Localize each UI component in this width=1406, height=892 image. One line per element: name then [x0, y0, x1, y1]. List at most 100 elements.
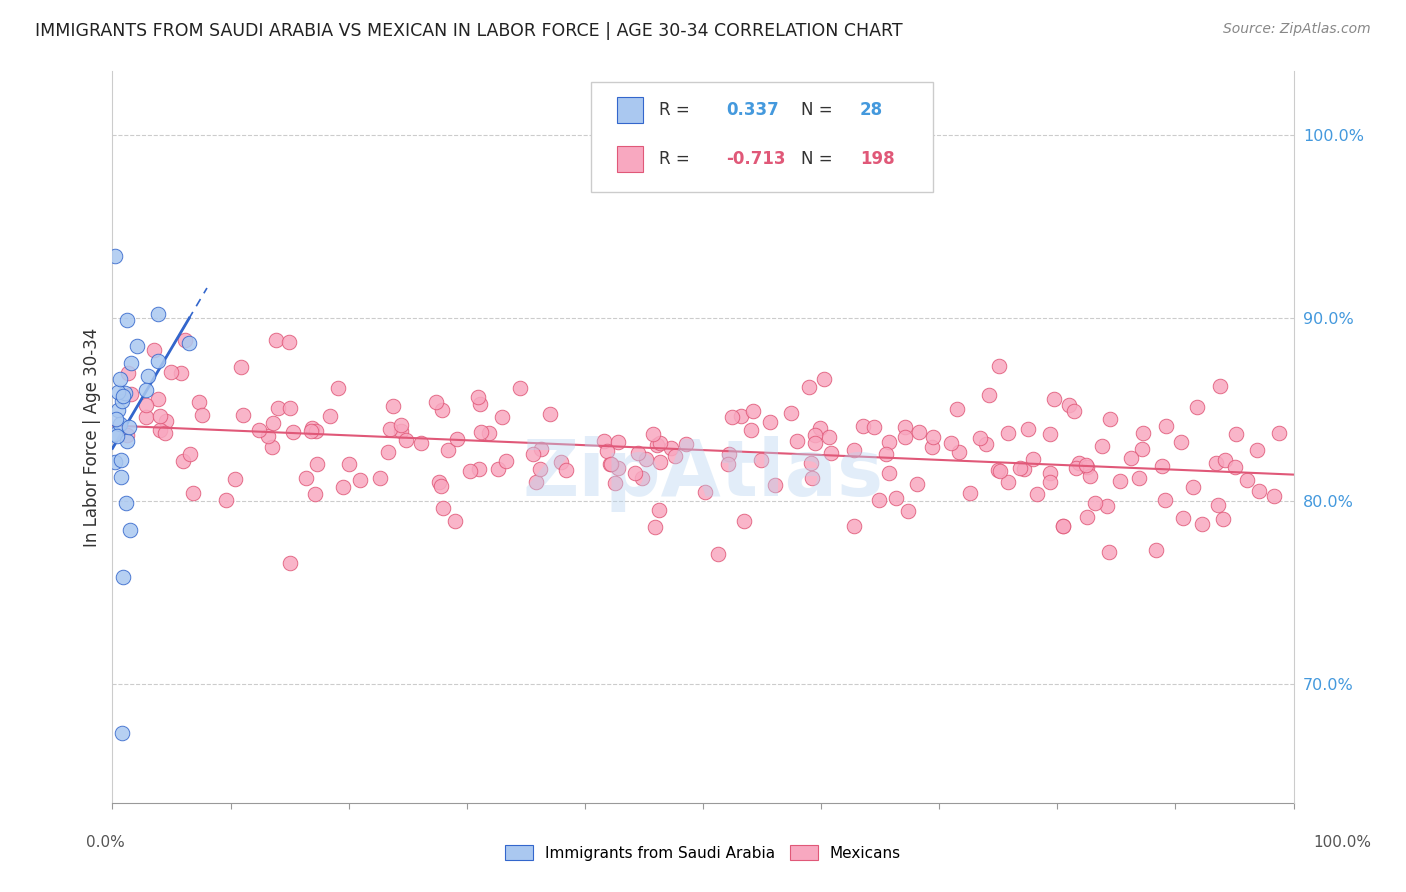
- Text: R =: R =: [659, 101, 690, 120]
- Point: [436, 443, 458, 458]
- Point: [267, 401, 290, 415]
- FancyBboxPatch shape: [591, 82, 934, 192]
- Point: [1022, 451, 1045, 466]
- Point: [304, 487, 326, 501]
- Point: [759, 415, 782, 429]
- Point: [797, 380, 820, 394]
- Point: [645, 438, 668, 452]
- Text: -0.713: -0.713: [727, 150, 786, 168]
- Point: [1052, 519, 1074, 533]
- Point: [215, 493, 238, 508]
- Point: [1185, 400, 1208, 414]
- Point: [643, 427, 665, 442]
- Point: [1064, 460, 1087, 475]
- Text: 100.0%: 100.0%: [1313, 836, 1372, 850]
- Point: [1025, 487, 1047, 501]
- Point: [1128, 471, 1150, 485]
- Point: [707, 547, 730, 561]
- Point: [143, 343, 166, 357]
- Point: [277, 334, 299, 349]
- Point: [1091, 440, 1114, 454]
- Point: [495, 453, 517, 467]
- Point: [730, 409, 752, 423]
- Point: [155, 414, 177, 428]
- Point: [863, 420, 886, 434]
- Point: [1205, 456, 1227, 470]
- Point: [529, 462, 551, 476]
- Point: [305, 457, 328, 471]
- Point: [896, 504, 918, 518]
- Point: [470, 425, 492, 439]
- Point: [844, 442, 866, 457]
- Text: N =: N =: [801, 150, 832, 168]
- Point: [262, 416, 284, 430]
- Point: [294, 471, 316, 485]
- Point: [644, 520, 666, 534]
- Point: [115, 434, 138, 448]
- Point: [389, 424, 412, 438]
- Point: [104, 248, 127, 262]
- Point: [554, 463, 576, 477]
- Point: [733, 514, 755, 528]
- Point: [634, 451, 657, 466]
- Point: [249, 423, 271, 437]
- Point: [1121, 450, 1143, 465]
- Point: [1150, 458, 1173, 473]
- Point: [278, 401, 301, 415]
- Point: [135, 383, 157, 397]
- Point: [1084, 496, 1107, 510]
- Point: [1095, 500, 1118, 514]
- Point: [1074, 458, 1097, 472]
- Point: [153, 426, 176, 441]
- Point: [112, 389, 135, 403]
- Point: [349, 473, 371, 487]
- Point: [430, 403, 453, 417]
- Point: [804, 436, 827, 450]
- Point: [1144, 543, 1167, 558]
- Point: [111, 393, 134, 408]
- Point: [105, 429, 128, 443]
- Point: [979, 387, 1001, 401]
- Point: [592, 434, 614, 449]
- Text: 0.0%: 0.0%: [86, 836, 125, 850]
- Text: IMMIGRANTS FROM SAUDI ARABIA VS MEXICAN IN LABOR FORCE | AGE 30-34 CORRELATION C: IMMIGRANTS FROM SAUDI ARABIA VS MEXICAN …: [35, 22, 903, 40]
- Point: [969, 431, 991, 445]
- Point: [509, 381, 531, 395]
- Point: [988, 359, 1011, 373]
- Point: [922, 429, 945, 443]
- Point: [1213, 453, 1236, 467]
- Point: [1076, 510, 1098, 524]
- Point: [169, 366, 191, 380]
- Point: [409, 436, 432, 450]
- Point: [524, 475, 547, 490]
- Point: [117, 366, 139, 380]
- Point: [136, 369, 159, 384]
- Y-axis label: In Labor Force | Age 30-34: In Labor Force | Age 30-34: [83, 327, 101, 547]
- Point: [179, 335, 201, 350]
- Point: [1212, 512, 1234, 526]
- Point: [988, 464, 1011, 478]
- Point: [427, 475, 450, 490]
- Point: [868, 493, 890, 508]
- Point: [134, 409, 156, 424]
- Point: [468, 461, 491, 475]
- Point: [1181, 480, 1204, 494]
- Point: [718, 448, 741, 462]
- Point: [939, 436, 962, 450]
- Point: [328, 382, 350, 396]
- Point: [1039, 475, 1062, 489]
- Point: [1206, 498, 1229, 512]
- Point: [458, 464, 481, 478]
- Point: [232, 408, 254, 422]
- Point: [596, 443, 619, 458]
- Point: [174, 333, 197, 347]
- Point: [779, 406, 801, 420]
- Point: [946, 401, 969, 416]
- Point: [110, 470, 132, 484]
- Point: [301, 421, 323, 435]
- Point: [627, 446, 650, 460]
- Point: [188, 394, 211, 409]
- Point: [695, 485, 717, 500]
- Point: [675, 437, 697, 451]
- Point: [801, 471, 824, 485]
